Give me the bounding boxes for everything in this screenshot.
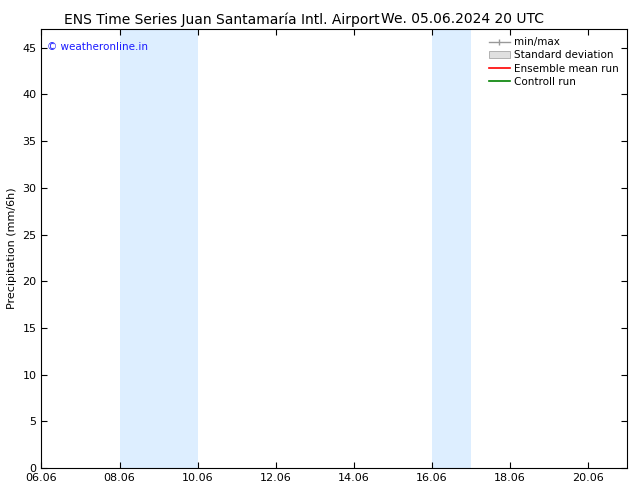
Bar <box>120 29 198 468</box>
Text: We. 05.06.2024 20 UTC: We. 05.06.2024 20 UTC <box>381 12 545 26</box>
Text: © weatheronline.in: © weatheronline.in <box>48 42 148 52</box>
Bar <box>432 29 471 468</box>
Y-axis label: Precipitation (mm/6h): Precipitation (mm/6h) <box>7 188 17 309</box>
Legend: min/max, Standard deviation, Ensemble mean run, Controll run: min/max, Standard deviation, Ensemble me… <box>486 34 622 90</box>
Text: ENS Time Series Juan Santamaría Intl. Airport: ENS Time Series Juan Santamaría Intl. Ai… <box>64 12 380 27</box>
